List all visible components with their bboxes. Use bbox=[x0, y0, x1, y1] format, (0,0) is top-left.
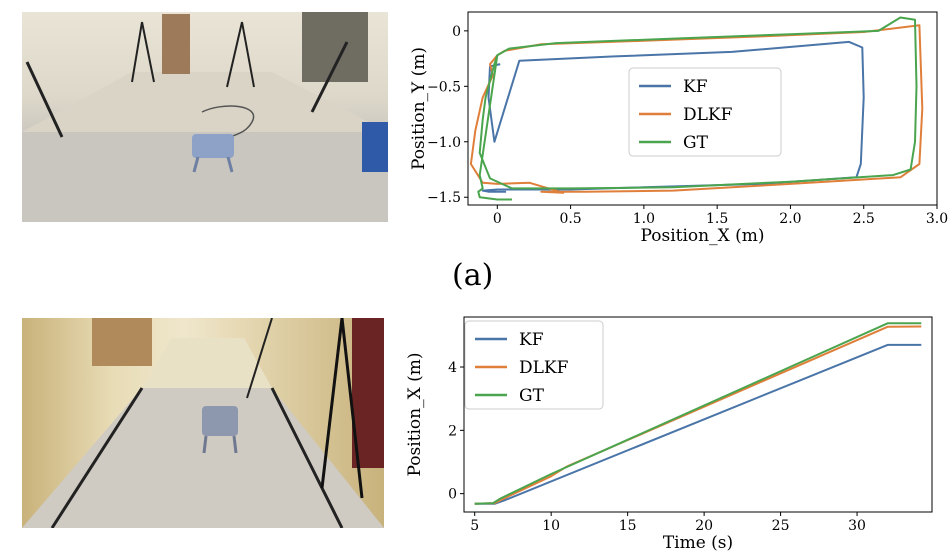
legend: KF DLKF GT bbox=[464, 320, 604, 410]
y-tick-label: 4 bbox=[448, 360, 457, 376]
legend-label-dlkf: DLKF bbox=[683, 105, 733, 125]
x-tick-label: 2.5 bbox=[853, 211, 875, 227]
legend: KF DLKF GT bbox=[628, 67, 782, 157]
x-tick-label: 1.0 bbox=[633, 211, 655, 227]
series-line-gt bbox=[477, 16, 918, 201]
x-tick-label: 0 bbox=[493, 211, 502, 227]
legend-label-dlkf: DLKF bbox=[519, 358, 569, 378]
robot-hallway-photo bbox=[22, 318, 384, 528]
x-tick-label: 3.0 bbox=[926, 211, 948, 227]
series-line-dlkf bbox=[469, 24, 924, 194]
y-tick-label: 0 bbox=[452, 24, 461, 40]
legend-box bbox=[628, 67, 782, 157]
position-x-time-chart: 5 10 15 20 25 30 0 2 4 Time (s) Position_X (m) KF DL… bbox=[405, 316, 933, 553]
y-tick-label: −1.5 bbox=[427, 190, 461, 206]
y-tick-label: −0.5 bbox=[427, 79, 461, 95]
figure-caption-a: (a) bbox=[452, 258, 494, 293]
x-tick-label: 15 bbox=[619, 518, 637, 534]
legend-label-kf: KF bbox=[683, 77, 708, 97]
y-axis-label: Position_Y (m) bbox=[409, 47, 429, 170]
x-axis-label: Time (s) bbox=[663, 533, 733, 553]
legend-label-gt: GT bbox=[519, 386, 545, 406]
series-line-gt bbox=[474, 322, 922, 505]
x-tick-label: 2.0 bbox=[779, 211, 801, 227]
legend-label-kf: KF bbox=[519, 330, 544, 350]
y-tick-label: −1.0 bbox=[427, 135, 461, 151]
plot-frame bbox=[467, 11, 938, 206]
series-line-kf bbox=[481, 40, 865, 193]
x-tick-label: 10 bbox=[542, 518, 560, 534]
x-tick-label: 30 bbox=[848, 518, 866, 534]
robot-lab-photo bbox=[22, 12, 388, 222]
trajectory-xy-chart: 0 0.5 1.0 1.5 2.0 2.5 3.0 0 −0.5 −1.0 −1.5 Position… bbox=[409, 11, 948, 246]
x-tick-label: 5 bbox=[470, 518, 479, 534]
y-tick-label: 2 bbox=[448, 423, 457, 439]
x-tick-label: 0.5 bbox=[559, 211, 581, 227]
plot-frame bbox=[463, 316, 933, 513]
x-tick-label: 20 bbox=[695, 518, 713, 534]
legend-box bbox=[464, 320, 604, 410]
y-axis-label: Position_X (m) bbox=[405, 353, 425, 477]
legend-label-gt: GT bbox=[683, 133, 709, 153]
x-tick-label: 1.5 bbox=[706, 211, 728, 227]
y-tick-label: 0 bbox=[448, 487, 457, 503]
x-tick-label: 25 bbox=[772, 518, 790, 534]
x-axis-label: Position_X (m) bbox=[641, 226, 765, 246]
